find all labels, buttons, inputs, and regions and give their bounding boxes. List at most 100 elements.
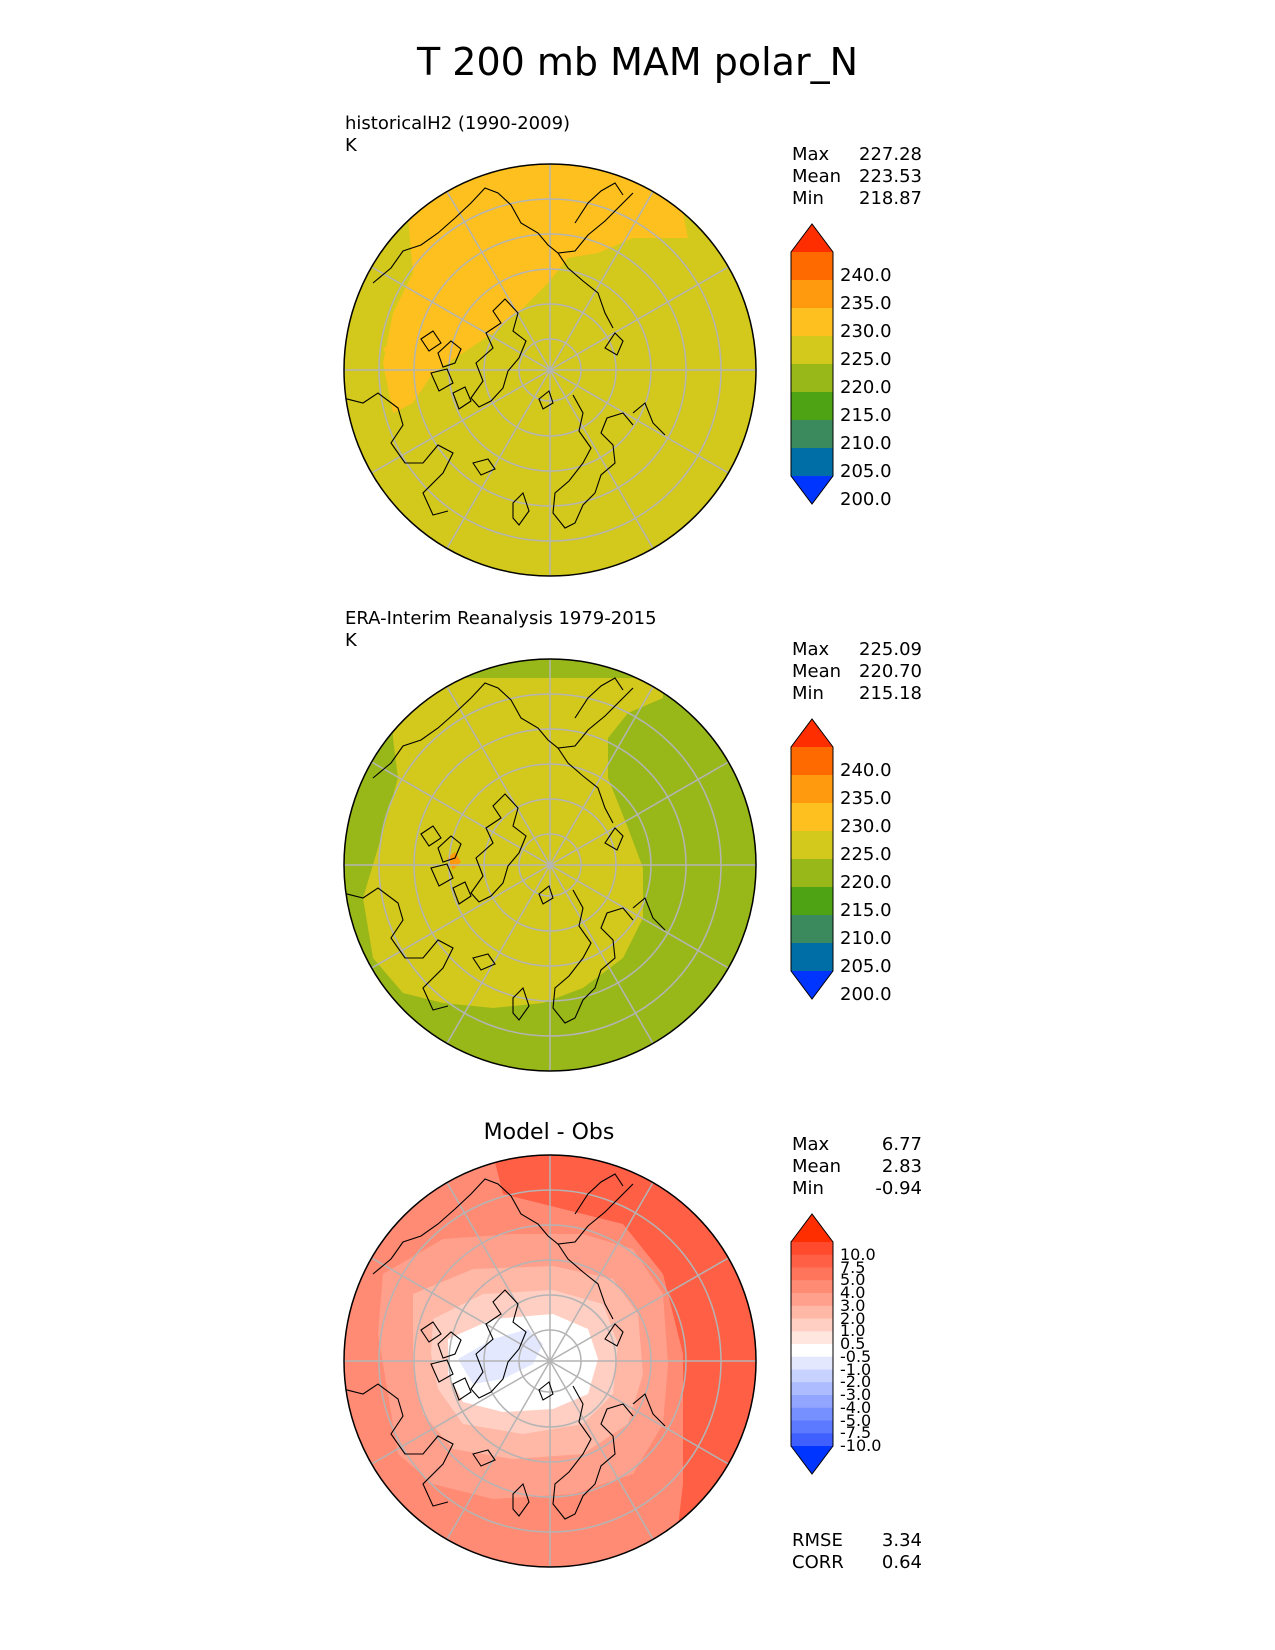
colorbar-tick-label: 210.0	[840, 433, 892, 454]
graticule	[344, 1155, 756, 1567]
panel-2-units: K	[345, 630, 357, 651]
stat-value: 220.70	[859, 661, 922, 682]
colorbar-segment	[791, 448, 833, 477]
colorbar-tick-label: -1.0	[840, 1359, 872, 1379]
stat-label: Max	[792, 639, 830, 660]
coastline	[632, 897, 666, 931]
stat-value: 2.83	[881, 1156, 922, 1177]
panel-2-stat-max: Max 225.09	[792, 639, 922, 661]
colorbar-segment	[791, 1356, 833, 1370]
stat-label: RMSE	[792, 1530, 843, 1551]
panel-3-title: Model - Obs	[483, 1120, 615, 1145]
colorbar-tick-label: 215.0	[840, 405, 892, 426]
colorbar-segment	[791, 887, 833, 916]
field-225-230	[383, 338, 433, 388]
colorbar-tick-label: 235.0	[840, 293, 892, 314]
stat-label: Mean	[792, 661, 842, 682]
graticule	[344, 164, 756, 576]
colorbar-segment	[791, 364, 833, 393]
colorbar-tick-label: -4.0	[840, 1397, 872, 1417]
coastline	[512, 1482, 530, 1517]
coastline	[538, 390, 554, 410]
stat-value: 0.64	[881, 1552, 922, 1573]
colorbar-segment	[791, 252, 833, 281]
coastline	[430, 1359, 454, 1383]
colorbar-segment	[791, 1369, 833, 1383]
coastline	[454, 1178, 634, 1245]
colorbar-segment	[791, 1318, 833, 1332]
colorbar-segment	[791, 336, 833, 365]
colorbar-tick-label: 215.0	[840, 900, 892, 921]
coastline	[574, 182, 624, 224]
coastline	[574, 677, 624, 719]
coastline	[372, 712, 456, 779]
colorbar-extend-top	[791, 224, 833, 252]
colorbar-tick-label: 225.0	[840, 349, 892, 370]
coastline	[452, 386, 472, 410]
colorbar-segment	[791, 1331, 833, 1345]
stat-value: 6.77	[881, 1134, 922, 1155]
colorbar-segment	[791, 280, 833, 309]
coastline	[512, 491, 530, 526]
coastline	[344, 887, 454, 1011]
colorbar-tick-label: 205.0	[840, 956, 892, 977]
colorbar-segment	[791, 1395, 833, 1409]
meridian-line	[371, 266, 729, 474]
colorbar-segment	[791, 775, 833, 804]
coastline	[604, 332, 624, 356]
panel-3-skill-corr: CORR 0.64	[792, 1552, 922, 1574]
panel-2-stat-mean: Mean 220.70	[792, 661, 922, 683]
panel-3-skill-rmse: RMSE 3.34	[792, 1530, 922, 1552]
colorbar-segment	[791, 1344, 833, 1358]
colorbar-segment	[791, 1382, 833, 1396]
coastline	[552, 889, 634, 1024]
graticule	[344, 659, 756, 1071]
colorbar-outline	[790, 1213, 834, 1475]
panel-1-units: K	[345, 135, 357, 156]
stat-label: Min	[792, 683, 824, 704]
stat-label: CORR	[792, 1552, 844, 1573]
colorbar-tick-label: 220.0	[840, 872, 892, 893]
coastline	[372, 1208, 456, 1275]
meridian-line	[371, 1257, 729, 1465]
colorbar-tick-label: -10.0	[840, 1436, 882, 1455]
panel-1-map	[343, 163, 757, 577]
panel-2-title-line-1: ERA-Interim Reanalysis 1979-2015	[345, 608, 657, 629]
panel-3-stats: Max 6.77 Mean 2.83 Min -0.94	[792, 1134, 922, 1200]
colorbar-outline	[790, 718, 834, 1000]
colorbar-tick-label: 205.0	[840, 461, 892, 482]
colorbar-segment	[791, 1407, 833, 1421]
coastline	[437, 835, 462, 863]
colorbar-extend-top	[791, 1214, 833, 1242]
stat-label: Max	[792, 144, 830, 165]
coastline	[430, 863, 454, 887]
colorbar-tick-label: 200.0	[840, 984, 892, 1005]
map-boundary	[343, 1154, 757, 1568]
coastline	[420, 825, 442, 847]
panel-2-map	[343, 658, 757, 1072]
colorbar-tick-label: 200.0	[840, 489, 892, 510]
coastline	[538, 885, 554, 905]
colorbar-tick-label: 4.0	[840, 1283, 866, 1302]
colorbar-segment	[791, 392, 833, 421]
colorbar-tick-label: -5.0	[840, 1410, 872, 1430]
colorbar-tick-label: 210.0	[840, 928, 892, 949]
colorbar-segment	[791, 1305, 833, 1319]
coastlines	[344, 677, 666, 1024]
coastline	[454, 187, 634, 254]
colorbar-segment	[791, 1242, 833, 1256]
panel-2-title: ERA-Interim Reanalysis 1979-2015 K	[345, 608, 657, 652]
panel-3-map	[343, 1154, 757, 1568]
coastline	[557, 252, 614, 329]
coastline	[470, 1289, 527, 1399]
panel-2-stats: Max 225.09 Mean 220.70 Min 215.18	[792, 639, 922, 705]
coastlines	[344, 1173, 666, 1520]
coastline	[552, 1385, 634, 1520]
coastline	[512, 986, 530, 1021]
coastline	[557, 747, 614, 824]
colorbar-segment	[791, 915, 833, 944]
coastline	[430, 368, 454, 392]
colorbar-segment	[791, 1293, 833, 1307]
colorbar-segment	[791, 308, 833, 337]
stat-value: 227.28	[859, 144, 922, 165]
